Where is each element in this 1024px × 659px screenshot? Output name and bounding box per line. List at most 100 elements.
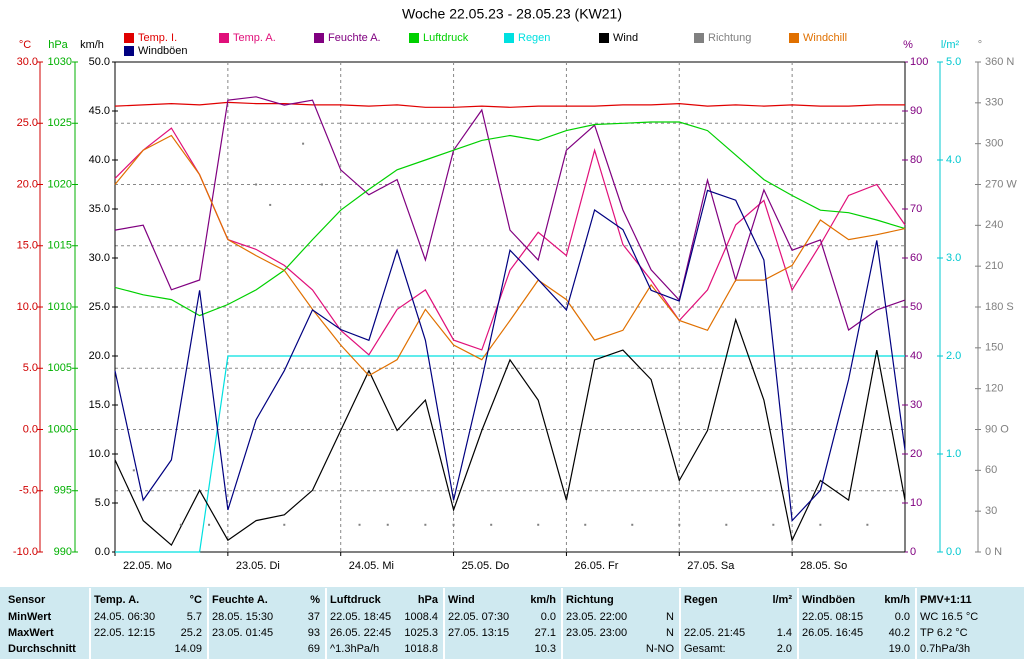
direction-dot: [386, 523, 389, 526]
block-title: Temp. A.: [94, 594, 139, 606]
cell-value: N-NO: [646, 643, 675, 655]
direction-dot: [490, 523, 493, 526]
x-tick-label: 25.05. Do: [462, 560, 510, 572]
y-tick-label: 5.0: [95, 497, 110, 509]
legend-swatch: [409, 33, 419, 43]
legend-swatch: [124, 33, 134, 43]
table-header: Sensor: [8, 594, 46, 606]
block-title: Windböen: [802, 594, 855, 606]
y-tick-label: 995: [54, 485, 72, 497]
block-title: Richtung: [566, 594, 614, 606]
legend-label: Luftdruck: [423, 32, 469, 44]
direction-dot: [255, 183, 258, 186]
direction-dot: [584, 523, 587, 526]
y-tick-label: 25.0: [89, 301, 110, 313]
block-unit: °C: [190, 594, 202, 606]
cell-value: 69: [308, 643, 320, 655]
block-unit: km/h: [530, 594, 556, 606]
y-tick-label: 180 S: [985, 301, 1014, 313]
legend-label: Windböen: [138, 45, 188, 57]
y-tick-label: 40.0: [89, 154, 110, 166]
cell-value: 25.2: [181, 627, 202, 639]
x-tick-label: 26.05. Fr: [574, 560, 618, 572]
x-tick-label: 23.05. Di: [236, 560, 280, 572]
y-tick-label: 120: [985, 383, 1003, 395]
y-tick-label: 5.0: [23, 362, 38, 374]
legend-label: Regen: [518, 32, 550, 44]
y-tick-label: 80: [910, 154, 922, 166]
chart-title: Woche 22.05.23 - 28.05.23 (KW21): [402, 6, 622, 22]
cell-time: 26.05. 22:45: [330, 627, 391, 639]
direction-dot: [320, 183, 323, 186]
cell-value: 27.1: [535, 627, 556, 639]
legend-swatch: [694, 33, 704, 43]
cell-time: 22.05. 18:45: [330, 611, 391, 623]
y-tick-label: 30.0: [89, 252, 110, 264]
cell-value: 0.0: [541, 611, 556, 623]
x-tick-label: 24.05. Mi: [349, 560, 394, 572]
y-tick-label: 30: [910, 399, 922, 411]
y-tick-label: 70: [910, 203, 922, 215]
legend-label: Wind: [613, 32, 638, 44]
pmv-title: PMV+1:11: [920, 594, 972, 606]
y-tick-label: 5.0: [946, 56, 961, 68]
cell-value: 1.4: [777, 627, 792, 639]
cell-time: 23.05. 23:00: [566, 627, 627, 639]
legend-label: Temp. I.: [138, 32, 177, 44]
cell-time: 23.05. 01:45: [212, 627, 273, 639]
cell-value: 1018.8: [404, 643, 438, 655]
y-tick-label: 10.0: [17, 301, 38, 313]
cell-time: 28.05. 15:30: [212, 611, 273, 623]
cell-value: 93: [308, 627, 320, 639]
legend-label: Richtung: [708, 32, 751, 44]
y-tick-label: -10.0: [13, 546, 38, 558]
series-line: [114, 101, 905, 108]
direction-dot: [678, 523, 681, 526]
cell-value: N: [666, 611, 674, 623]
cell-time: 24.05. 06:30: [94, 611, 155, 623]
direction-dot: [132, 469, 135, 472]
cell-value: 1008.4: [404, 611, 438, 623]
legend-swatch: [504, 33, 514, 43]
legend-swatch: [219, 33, 229, 43]
direction-dot: [269, 203, 272, 206]
cell-value: 40.2: [889, 627, 910, 639]
direction-dot: [772, 523, 775, 526]
legend-label: Feuchte A.: [328, 32, 381, 44]
y-tick-label: 90: [910, 105, 922, 117]
y-tick-label: 20: [910, 448, 922, 460]
series-line: [114, 134, 906, 377]
legend-label: Windchill: [803, 32, 847, 44]
cell-time: 22.05. 07:30: [448, 611, 509, 623]
series-line: [114, 189, 906, 522]
cell-time: 23.05. 22:00: [566, 611, 627, 623]
block-title: Feuchte A.: [212, 594, 268, 606]
block-title: Luftdruck: [330, 594, 382, 606]
y-tick-label: 1030: [48, 56, 72, 68]
y-tick-label: 35.0: [89, 203, 110, 215]
direction-dot: [424, 523, 427, 526]
y-tick-label: 0.0: [23, 423, 38, 435]
y-tick-label: 1025: [48, 117, 72, 129]
y-tick-label: 1.0: [946, 448, 961, 460]
legend-label: Temp. A.: [233, 32, 276, 44]
legend-swatch: [789, 33, 799, 43]
y-tick-label: 90 O: [985, 423, 1009, 435]
series-line: [114, 96, 906, 331]
series-line: [115, 355, 905, 553]
cell-value: 14.09: [174, 643, 202, 655]
axis-unit: km/h: [80, 39, 104, 51]
y-tick-label: 100: [910, 56, 928, 68]
cell-value: N: [666, 627, 674, 639]
axis-unit: %: [903, 39, 913, 51]
axis-unit: °C: [19, 39, 31, 51]
direction-dot: [302, 142, 305, 145]
legend-swatch: [314, 33, 324, 43]
y-tick-label: 0 N: [985, 546, 1002, 558]
y-tick-label: 2.0: [946, 350, 961, 362]
direction-dot: [452, 523, 455, 526]
y-tick-label: 1010: [48, 301, 72, 313]
cell-value: 5.7: [187, 611, 202, 623]
direction-dot: [208, 523, 211, 526]
